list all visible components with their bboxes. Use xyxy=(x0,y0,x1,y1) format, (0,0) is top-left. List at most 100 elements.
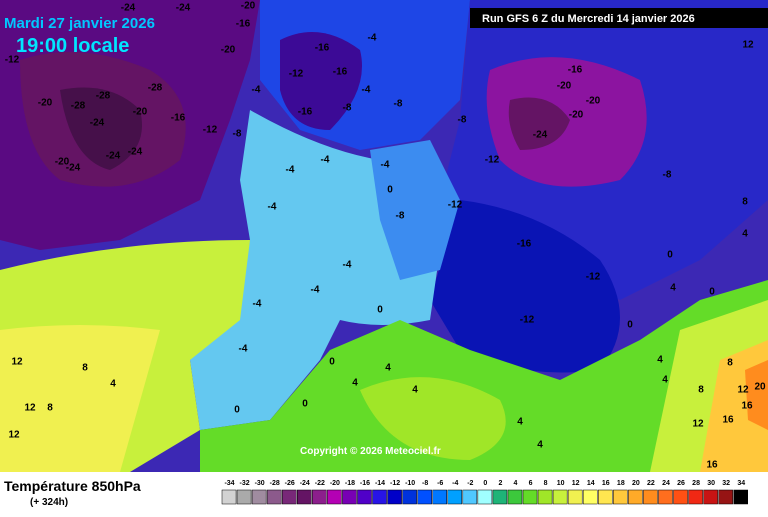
scale-tick-label: -32 xyxy=(240,480,250,487)
map-value-label: -24 xyxy=(121,3,136,14)
scale-tick-label: -24 xyxy=(300,480,310,487)
map-value-label: 20 xyxy=(754,382,766,393)
scale-tick-label: 6 xyxy=(529,480,533,487)
map-value-label: -24 xyxy=(66,163,81,174)
map-value-label: -24 xyxy=(128,147,143,158)
footer-title: Température 850hPa xyxy=(4,478,141,494)
map-value-label: -16 xyxy=(298,107,313,118)
scale-swatch xyxy=(236,489,252,505)
scale-swatch xyxy=(281,489,297,505)
run-info: Run GFS 6 Z du Mercredi 14 janvier 2026 xyxy=(482,13,695,25)
map-value-label: -4 xyxy=(268,202,277,213)
map-value-label: 8 xyxy=(698,385,704,396)
map-value-label: 0 xyxy=(387,185,393,196)
scale-tick-label: -22 xyxy=(315,480,325,487)
map-value-label: -24 xyxy=(106,151,121,162)
map-value-label: -8 xyxy=(396,211,405,222)
scale-tick-label: 14 xyxy=(587,480,595,487)
map-value-label: 4 xyxy=(742,229,748,240)
map-value-label: -8 xyxy=(343,103,352,114)
map-value-label: 0 xyxy=(329,357,335,368)
map-value-label: -16 xyxy=(236,19,251,30)
map-value-label: 0 xyxy=(377,305,383,316)
scale-swatch xyxy=(462,489,478,505)
map-value-label: -12 xyxy=(289,69,304,80)
scale-tick-label: 30 xyxy=(707,480,715,487)
scale-swatch xyxy=(447,489,463,505)
scale-swatch xyxy=(643,489,658,505)
scale-tick-label: -16 xyxy=(360,480,370,487)
map-value-label: -20 xyxy=(569,110,584,121)
map-value-label: 0 xyxy=(709,287,715,298)
color-scale: -34 -32 -30 -28 -26 -24 -22 -20 -18 -16 -14 -12 -10-… xyxy=(221,480,749,505)
map-value-label: 4 xyxy=(662,375,668,386)
scale-swatch xyxy=(552,489,568,505)
map-value-label: -20 xyxy=(55,157,70,168)
map-value-label: -16 xyxy=(171,113,186,124)
scale-swatch xyxy=(567,489,583,505)
scale-swatch xyxy=(432,489,448,505)
map-value-label: -28 xyxy=(96,91,111,102)
scale-tick-label: -14 xyxy=(375,480,385,487)
map-value-label: 8 xyxy=(82,363,88,374)
scale-swatch xyxy=(703,489,718,505)
map-value-label: 8 xyxy=(742,197,748,208)
scale-tick-label: -12 xyxy=(390,480,400,487)
copyright: Copyright © 2026 Meteociel.fr xyxy=(300,446,441,457)
map-value-label: 4 xyxy=(657,355,663,366)
map-value-label: -16 xyxy=(333,67,348,78)
scale-swatch xyxy=(507,489,523,505)
scale-swatch xyxy=(327,489,342,505)
scale-swatch xyxy=(387,489,402,505)
map-value-label: -4 xyxy=(321,155,330,166)
map-value-label: 16 xyxy=(706,460,718,471)
scale-tick-label: 34 xyxy=(737,480,745,487)
map-value-label: -20 xyxy=(557,81,572,92)
scale-swatch xyxy=(251,489,267,505)
map-value-label: 12 xyxy=(11,357,23,368)
scale-tick-label: 32 xyxy=(722,480,730,487)
scale-tick-label: 24 xyxy=(662,480,670,487)
map-value-label: -12 xyxy=(5,55,20,66)
map-value-label: -4 xyxy=(252,85,261,96)
scale-tick-label: 8 xyxy=(544,480,548,487)
map-value-label: -8 xyxy=(394,99,403,110)
map-value-label: -4 xyxy=(343,260,352,271)
scale-tick-label: -10 xyxy=(405,480,415,487)
date: Mardi 27 janvier 2026 xyxy=(4,15,155,32)
scale-swatch xyxy=(537,489,553,505)
scale-tick-label: -8 xyxy=(422,480,428,487)
map-value-label: -8 xyxy=(663,170,672,181)
scale-swatch xyxy=(402,489,417,505)
map-value-label: -4 xyxy=(362,85,371,96)
map-value-label: 4 xyxy=(352,378,358,389)
map-value-label: 12 xyxy=(24,403,36,414)
scale-swatch xyxy=(582,489,598,505)
scale-tick-label: 26 xyxy=(677,480,685,487)
map-value-label: -4 xyxy=(239,344,248,355)
map-value-label: 4 xyxy=(385,363,391,374)
map-value-label: -16 xyxy=(568,65,583,76)
scale-tick-label: 16 xyxy=(602,480,610,487)
map-labels: -24 -24 -20-12-20-28-28-24-28-20-24 -24-24-… xyxy=(5,1,766,471)
map-value-label: -12 xyxy=(448,200,463,211)
map-value-label: -12 xyxy=(203,125,218,136)
map-value-label: 4 xyxy=(537,440,543,451)
scale-tick-label: -28 xyxy=(270,480,280,487)
time: 19:00 locale xyxy=(16,35,129,57)
scale-swatch xyxy=(312,489,327,505)
map-value-label: 16 xyxy=(741,401,753,412)
map-value-label: -12 xyxy=(586,272,601,283)
scale-tick-label: 28 xyxy=(692,480,700,487)
map-value-label: 0 xyxy=(302,399,308,410)
map-value-label: 4 xyxy=(517,417,523,428)
scale-tick-label: -6 xyxy=(437,480,443,487)
scale-swatch xyxy=(477,489,493,505)
map-value-label: -20 xyxy=(38,98,53,109)
scale-swatch xyxy=(221,489,237,505)
scale-swatch xyxy=(297,489,312,505)
map-value-label: 0 xyxy=(667,250,673,261)
scale-tick-label: 10 xyxy=(557,480,565,487)
map-value-label: -4 xyxy=(368,33,377,44)
map-value-label: 8 xyxy=(727,358,733,369)
